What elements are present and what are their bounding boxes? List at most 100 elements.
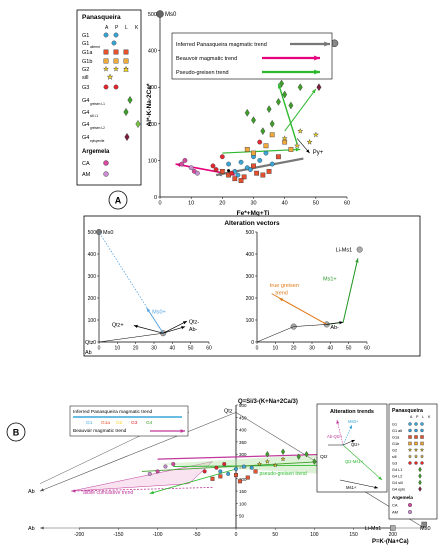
x-tick-label: 60 xyxy=(344,201,350,207)
av-abminus-label: Ab- xyxy=(189,327,198,333)
b-trend-qtzms1-arrow xyxy=(342,444,383,481)
b-trend-qtzms1-label: Qtz-Ms1+ xyxy=(345,459,364,464)
b-y-tick-label: 200 xyxy=(239,477,247,482)
a-point-AM xyxy=(188,165,194,171)
x-tick-label: 50 xyxy=(346,346,352,352)
x-tick-label: 50 xyxy=(188,346,194,352)
b-legend-marker xyxy=(420,435,424,439)
b-legend-row-label: sill xyxy=(392,455,397,459)
trend-legend-arrow-head xyxy=(324,41,330,47)
a-point-G1a xyxy=(276,154,281,160)
panel-b-label-circle xyxy=(6,422,26,442)
y-tick-label: 0 xyxy=(251,340,254,346)
a-point-episyenite xyxy=(316,83,322,92)
b-point-G1 xyxy=(218,469,223,474)
a-point-G1a xyxy=(238,178,244,183)
legend-a-row-label: G4 xyxy=(82,135,89,141)
av-ms0-label: Ms0 xyxy=(103,230,113,236)
b-point-G1 xyxy=(226,471,231,476)
b-x-tick-label: 50 xyxy=(272,532,278,538)
b-legend-marker xyxy=(408,422,412,426)
legend-a-marker xyxy=(127,95,133,105)
b-legend-col-header: K xyxy=(428,415,431,419)
a-point-G4 xyxy=(269,119,275,128)
b-y-tick-label: 350 xyxy=(239,440,247,445)
x-tick-label: 10 xyxy=(188,201,194,207)
y-tick-label: 100 xyxy=(88,318,97,324)
x-tick-label: 0 xyxy=(256,346,259,352)
b-x-tick-label: 150 xyxy=(349,532,358,538)
av-ms1plus-label: Ms1+ xyxy=(323,276,337,282)
b-legend-row-label: G1b xyxy=(392,442,399,446)
b-lims1-point xyxy=(390,525,396,531)
b-point-AM xyxy=(147,471,152,476)
av-greisen-label-1: true greisen xyxy=(270,283,299,289)
a-point-G1 xyxy=(263,150,269,156)
b-y-axis-label: Q=Si/3-(K+Na+2Ca/3) xyxy=(238,399,298,405)
b-legend-col-header: L xyxy=(422,415,424,419)
b-legend-marker xyxy=(407,447,413,452)
y-tick-label: 0 xyxy=(93,340,96,346)
legend-a-marker xyxy=(113,32,119,38)
b-y-tick-label: 50 xyxy=(239,514,245,519)
b-point-G3 xyxy=(222,462,227,467)
b-legend-row-label: G1 xyxy=(392,423,397,427)
b-point-G4 xyxy=(296,453,301,460)
a-point-G1a xyxy=(219,168,225,174)
b-trend-legend-label-2: Beauvoir magmatic trend xyxy=(73,428,127,434)
b-green-arrow-3 xyxy=(149,468,237,494)
av-ms0-arrow xyxy=(146,307,164,334)
legend-a-marker xyxy=(103,58,109,64)
y-tick-label: 100 xyxy=(148,158,157,164)
b-legend-marker xyxy=(413,454,419,459)
b-legend-marker xyxy=(408,435,412,439)
y-tick-label: 500 xyxy=(88,230,97,236)
a-point-G1a xyxy=(251,163,256,169)
b-legend-row2-label: CA xyxy=(392,503,398,508)
legend-a-col-header: A xyxy=(105,25,109,31)
b-albite-fan xyxy=(71,461,214,492)
alteration-vectors-box xyxy=(83,215,421,357)
b-point-G1 xyxy=(249,465,254,470)
b-trend-abqtz-arrow xyxy=(336,419,344,446)
b-point-G1a xyxy=(237,479,242,484)
pseudo-greisen-arrow-head xyxy=(277,83,282,89)
b-trend-ms1-arrow xyxy=(339,479,379,489)
b-y-tick-label: 150 xyxy=(239,489,247,494)
b-trend-ms0-arrow-head xyxy=(349,425,352,429)
x-tick-label: 40 xyxy=(282,201,288,207)
x-tick-label: 20 xyxy=(291,346,297,352)
pseudo-greisen-arrow-2 xyxy=(222,148,301,154)
panel-b: B50100150200250300350400450500-200-150-1… xyxy=(6,399,438,545)
b-legend-marker xyxy=(413,447,419,452)
b-albite-arrow xyxy=(71,487,213,492)
b-qtz-label: Qtz xyxy=(224,408,233,414)
pseudo-greisen-arrow xyxy=(277,83,298,145)
av-ms1-arrow xyxy=(342,258,359,323)
a-point-G2 xyxy=(293,142,301,149)
b-x-tick-label: 0 xyxy=(235,532,238,538)
legend-a-marker xyxy=(123,49,129,55)
legend-a-row-sub: greisen L2 xyxy=(90,126,105,130)
b-alteration-trends-box xyxy=(316,403,388,493)
b-point-G1a xyxy=(245,475,250,480)
y-tick-label: 400 xyxy=(246,252,255,258)
b-legend-marker xyxy=(418,466,422,473)
b-legend-marker xyxy=(408,510,413,515)
b-point-G3 xyxy=(214,465,219,470)
a-point-G1a xyxy=(232,176,238,182)
av-qtzminus-arrow-head xyxy=(182,321,187,325)
x-tick-label: 50 xyxy=(313,201,319,207)
b-point-G1a xyxy=(210,476,215,481)
b-point-G4 xyxy=(281,448,286,455)
x-tick-label: 0 xyxy=(98,346,101,352)
b-legend-col-header: P xyxy=(416,415,419,419)
av-ab-label: Ab xyxy=(85,350,92,356)
b-point-G2 xyxy=(272,462,278,468)
legend-a-marker xyxy=(113,49,119,55)
legend-a-row-label: G4 xyxy=(82,122,89,128)
av-greisen-arrow xyxy=(278,297,327,325)
a-point-G1a xyxy=(254,170,260,176)
x-tick-label: 20 xyxy=(133,346,139,352)
